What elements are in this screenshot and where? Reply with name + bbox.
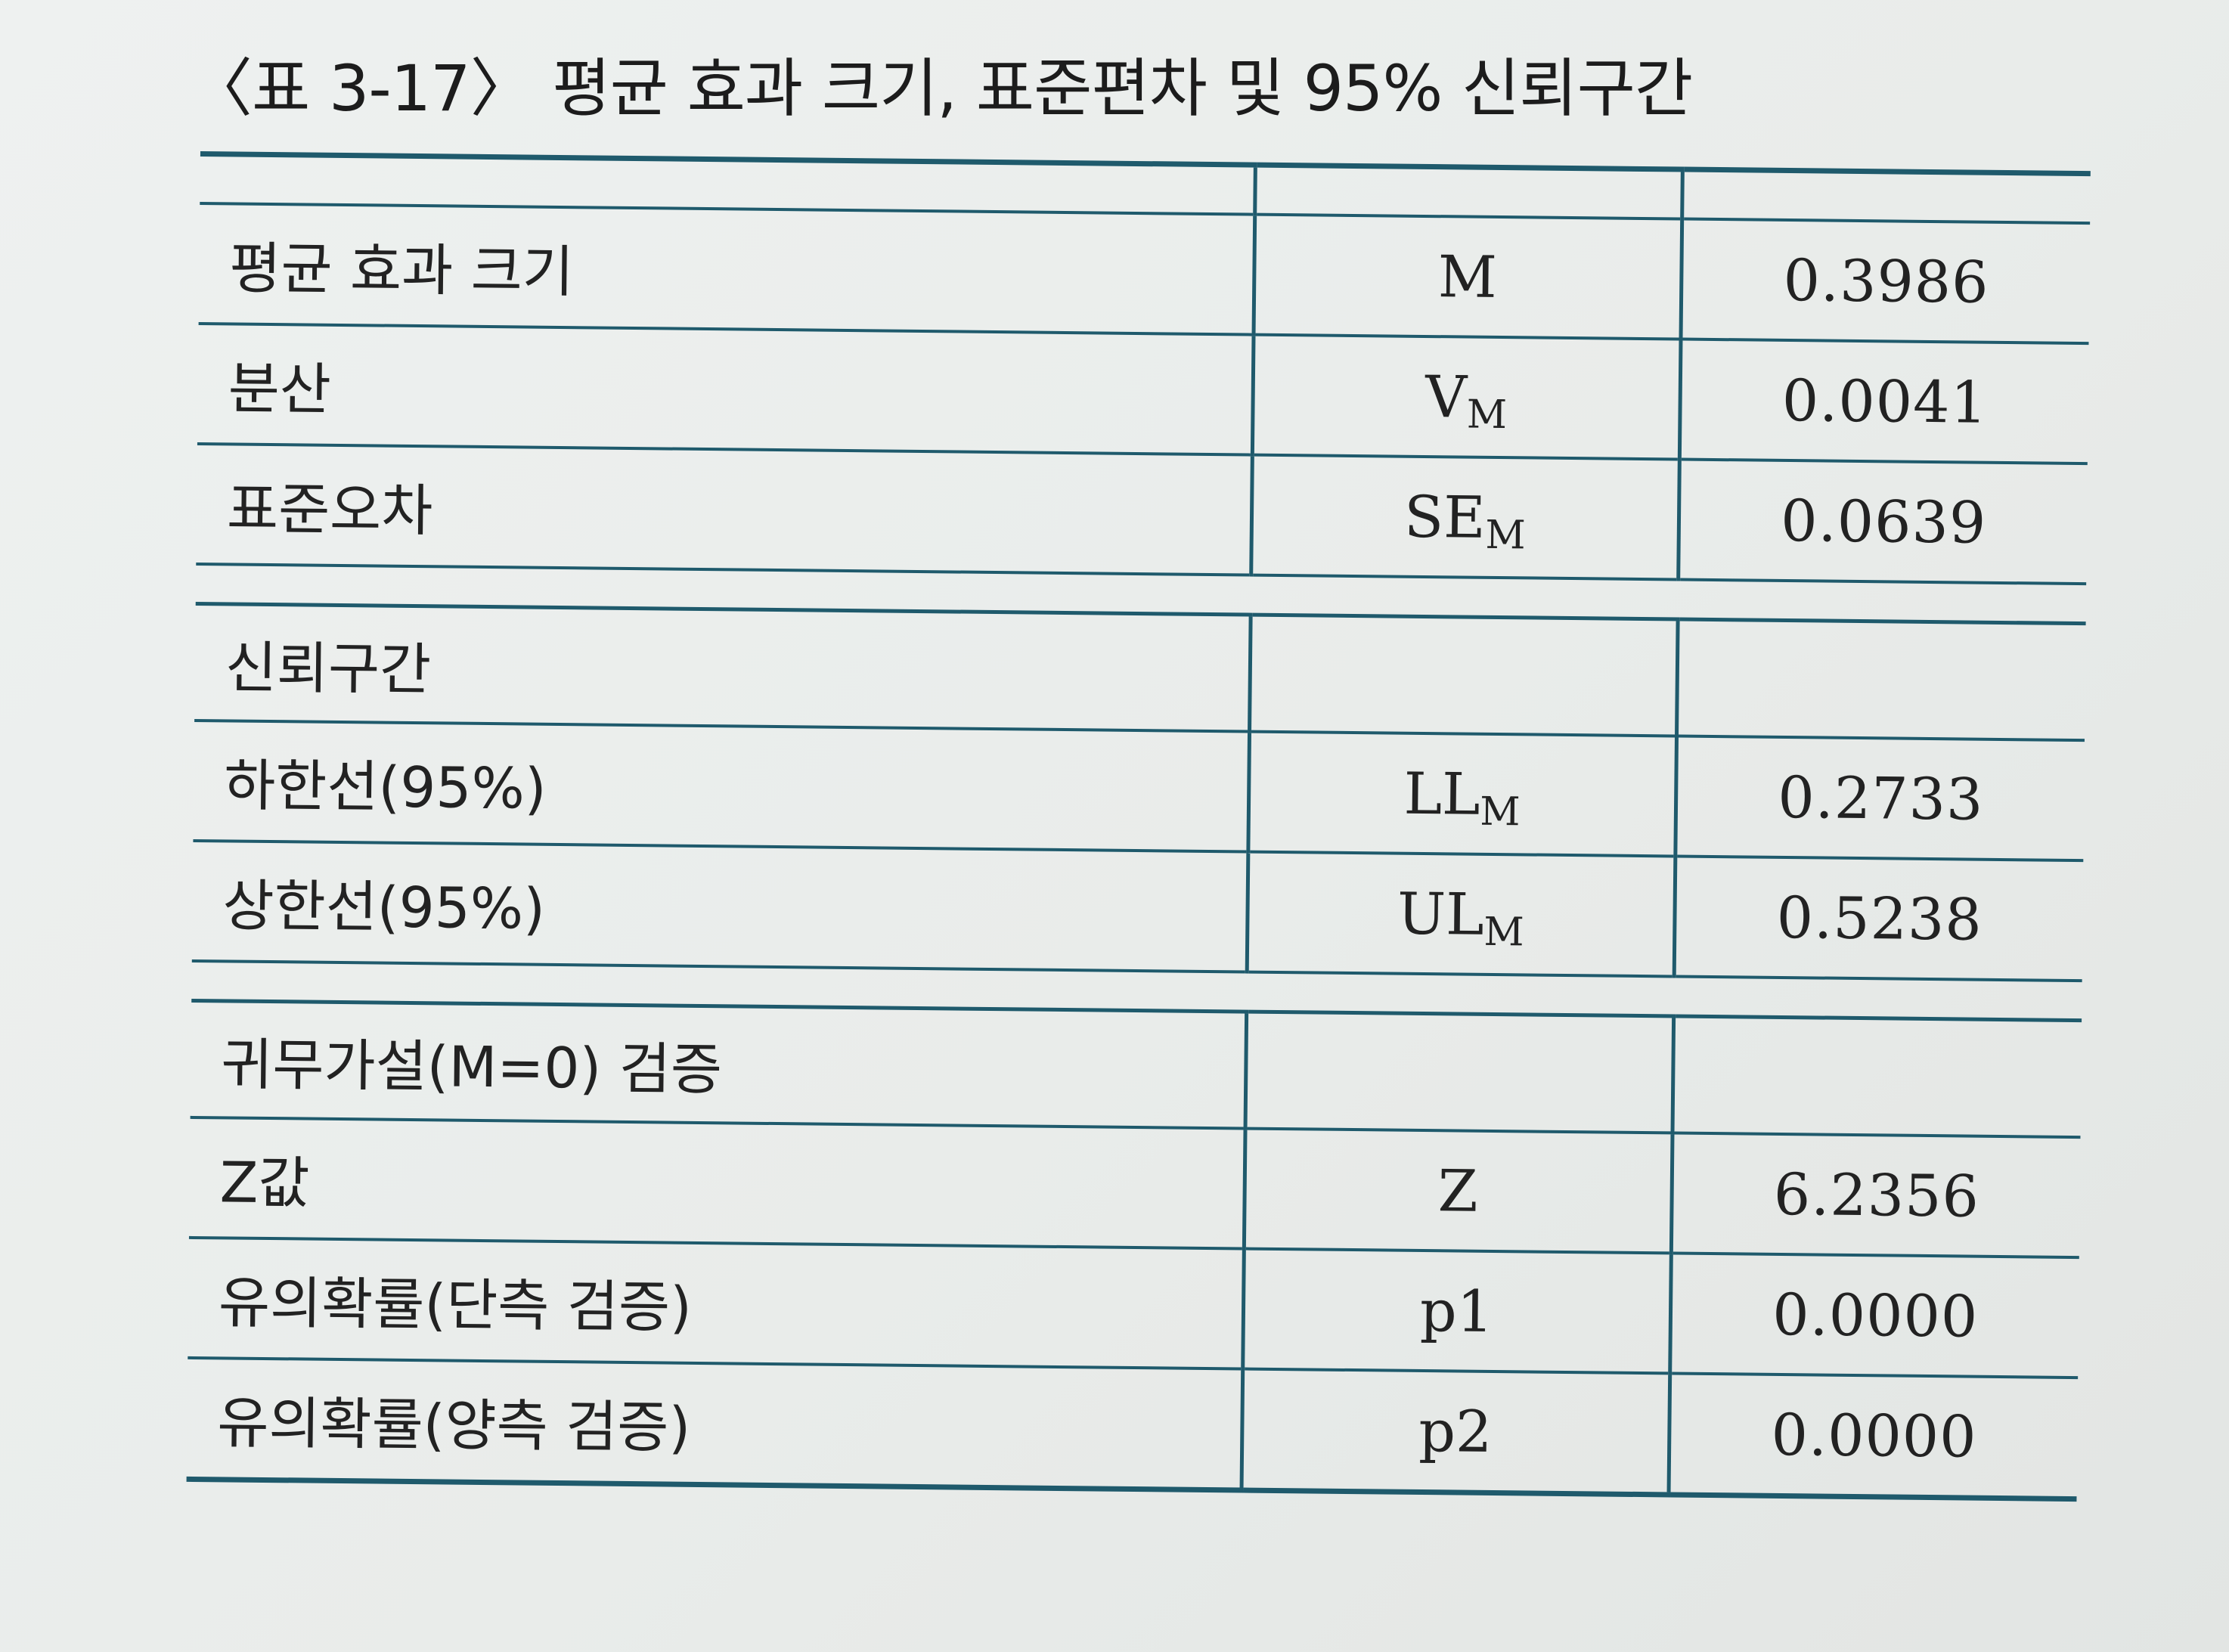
row-symbol: LLM xyxy=(1248,731,1677,857)
row-label: Z값 xyxy=(188,1117,1245,1249)
table-row-lower-limit: 하한선(95%) LLM 0.2733 xyxy=(193,720,2085,861)
table-row-std-error: 표준오차 SEM 0.0639 xyxy=(196,443,2088,584)
row-label: 평균 효과 크기 xyxy=(198,203,1255,335)
row-value: 0.3986 xyxy=(1680,219,2091,344)
row-symbol: SEM xyxy=(1251,454,1679,580)
row-symbol: VM xyxy=(1251,334,1681,460)
section-header-label: 신뢰구간 xyxy=(194,603,1251,732)
row-label: 유의확률(양측 검증) xyxy=(186,1357,1243,1491)
row-symbol: p2 xyxy=(1241,1368,1670,1495)
row-value: 0.0000 xyxy=(1669,1253,2079,1378)
table-row-z-value: Z값 Z 6.2356 xyxy=(188,1117,2081,1258)
row-label: 유의확률(단측 검증) xyxy=(188,1237,1244,1369)
row-value: 0.0000 xyxy=(1668,1373,2079,1499)
row-label: 표준오차 xyxy=(196,443,1252,575)
row-symbol: Z xyxy=(1243,1128,1673,1254)
table-row-upper-limit: 상한선(95%) ULM 0.5238 xyxy=(191,840,2084,981)
statistics-table-wrap: 평균 효과 크기 M 0.3986 분산 VM 0.0041 표준오차 SEM … xyxy=(186,151,2091,1577)
section-header-label: 귀무가설(M=0) 검증 xyxy=(190,1000,1247,1129)
table-row-p-two-tailed: 유의확률(양측 검증) p2 0.0000 xyxy=(186,1357,2079,1499)
statistics-table: 평균 효과 크기 M 0.3986 분산 VM 0.0041 표준오차 SEM … xyxy=(186,151,2091,1502)
row-value: 0.0041 xyxy=(1679,339,2089,464)
table-row-p-one-tailed: 유의확률(단측 검증) p1 0.0000 xyxy=(188,1237,2079,1378)
row-symbol: ULM xyxy=(1246,851,1676,977)
table-caption: 〈표 3-17〉 평균 효과 크기, 표준편차 및 95% 신뢰구간 xyxy=(189,51,1693,126)
row-value: 0.0639 xyxy=(1678,459,2088,584)
table-row-mean: 평균 효과 크기 M 0.3986 xyxy=(198,203,2091,344)
row-value: 6.2356 xyxy=(1670,1133,2081,1258)
row-value: 0.5238 xyxy=(1673,856,2084,981)
table-row-ci-header: 신뢰구간 xyxy=(194,603,2086,741)
table-row-test-header: 귀무가설(M=0) 검증 xyxy=(190,1000,2082,1138)
row-label: 상한선(95%) xyxy=(191,840,1248,972)
row-symbol: p1 xyxy=(1242,1248,1671,1374)
table-row-variance: 분산 VM 0.0041 xyxy=(197,323,2089,464)
row-label: 분산 xyxy=(197,323,1254,455)
row-symbol: M xyxy=(1253,214,1682,339)
row-label: 하한선(95%) xyxy=(193,720,1250,852)
row-value: 0.2733 xyxy=(1675,736,2085,861)
